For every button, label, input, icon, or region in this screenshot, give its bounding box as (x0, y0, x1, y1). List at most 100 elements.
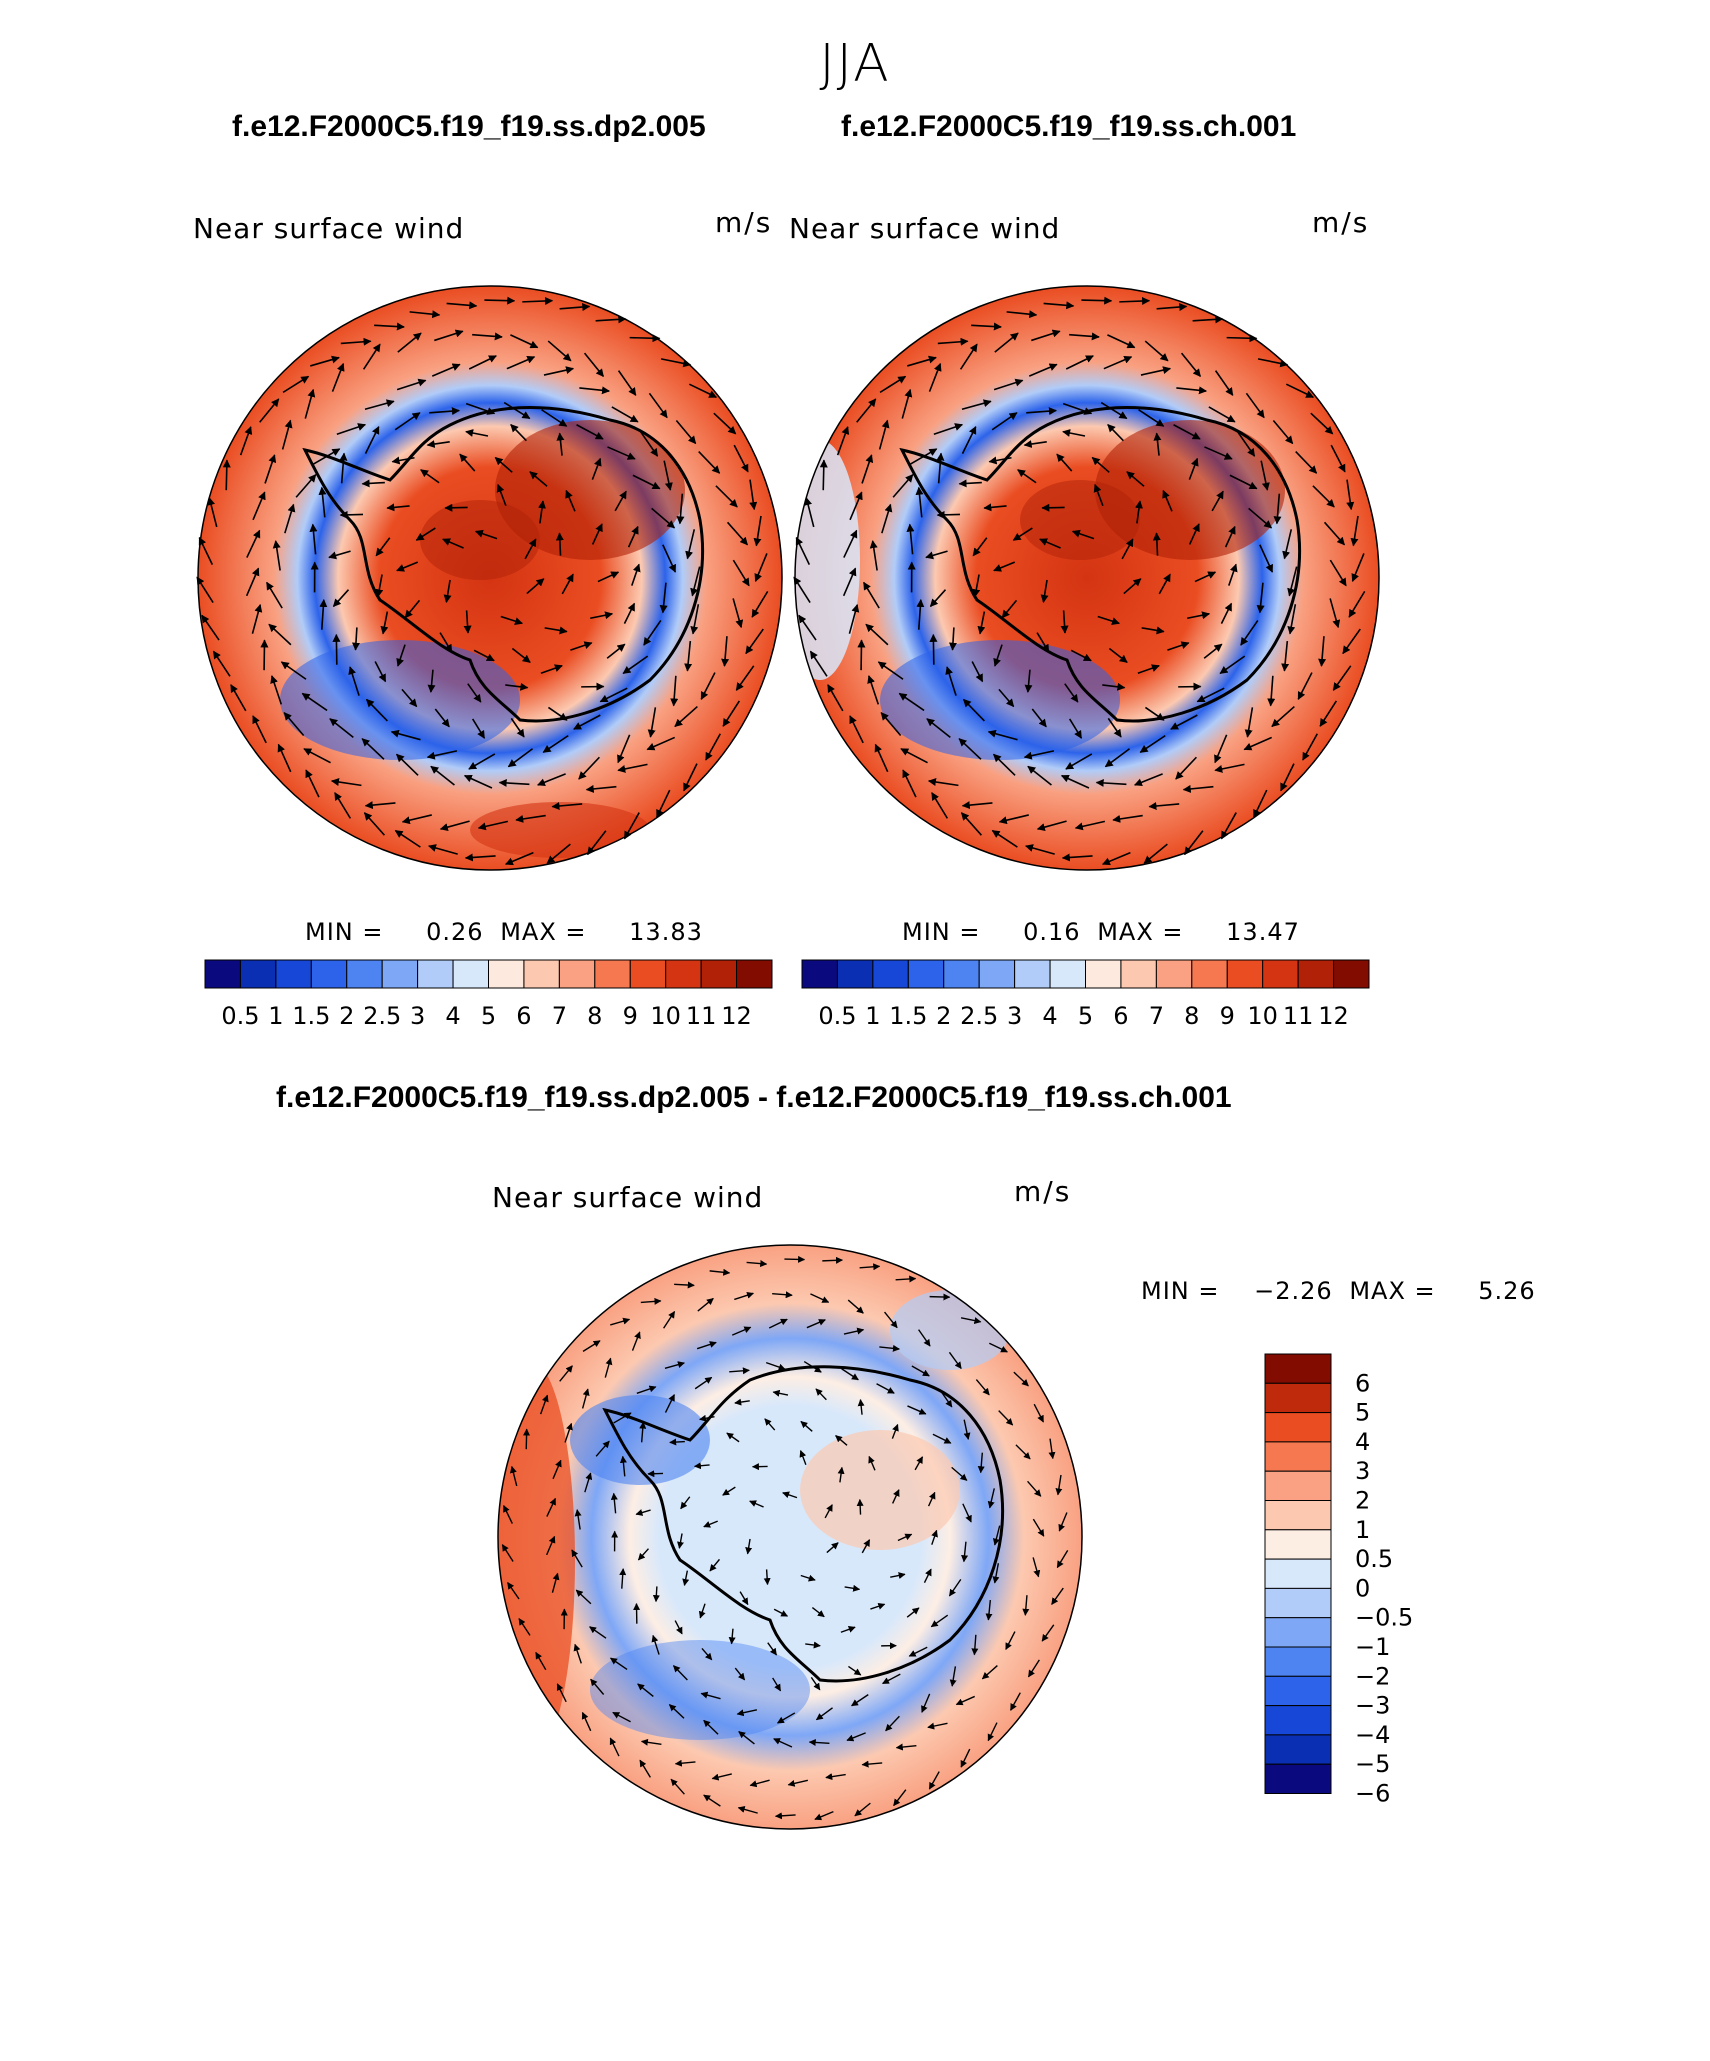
wind-vector (861, 1539, 871, 1554)
wind-vector (751, 590, 769, 618)
wind-vector (1027, 1659, 1040, 1678)
wind-vector (1228, 563, 1238, 586)
wind-vector (721, 636, 730, 667)
wind-vector (647, 707, 657, 738)
wind-vector (815, 1707, 833, 1721)
wind-vector (962, 698, 985, 722)
wind-vector (753, 515, 762, 547)
wind-vector (1028, 363, 1058, 377)
colorbar-right: 0.5 1 1.5 2 2.5 3 4 5 6 7 8 9 10 11 12 (801, 959, 1370, 1030)
wind-vector (1220, 812, 1237, 840)
wind-vector (998, 1410, 1014, 1426)
wind-vector (1348, 590, 1366, 618)
colorbar-swatch (1120, 959, 1157, 989)
wind-vector (810, 1676, 821, 1691)
wind-vector (1139, 734, 1166, 753)
wind-vector (212, 650, 231, 677)
colorbar-swatch (1014, 959, 1051, 989)
wind-vector (854, 1802, 871, 1817)
wind-vector (927, 1722, 948, 1730)
colorbar-swatch (1264, 1529, 1332, 1560)
wind-vector (1121, 538, 1134, 560)
wind-vector (884, 1311, 898, 1329)
wind-vector (948, 627, 957, 651)
colorbar-tick-label: 10 (650, 1002, 681, 1030)
wind-vector (1056, 453, 1073, 472)
wind-vector (1350, 515, 1359, 547)
wind-vector (688, 383, 718, 398)
wind-vector (498, 778, 530, 787)
wind-vector (640, 1738, 662, 1746)
wind-vector (304, 388, 316, 419)
wind-vector (571, 1549, 583, 1568)
wind-vector (772, 1389, 789, 1397)
colorbar-tick-label: 7 (1149, 1002, 1164, 1030)
wind-vector (697, 1297, 714, 1312)
wind-vector (507, 1582, 520, 1600)
wind-vector (374, 661, 387, 683)
wind-vector (334, 792, 352, 819)
wind-vector (908, 1646, 928, 1657)
wind-vector (361, 738, 385, 760)
wind-vector (551, 801, 583, 810)
wind-vector (559, 1365, 573, 1382)
wind-vector (239, 426, 253, 456)
wind-vector (928, 1771, 940, 1790)
wind-vector (915, 486, 924, 518)
wind-vector (861, 1760, 883, 1768)
wind-vector (931, 792, 949, 819)
wind-vector (468, 753, 496, 770)
wind-vector (1167, 641, 1190, 651)
max-value: 13.47 (1226, 918, 1300, 946)
wind-vector (898, 692, 925, 712)
wind-vector (793, 576, 811, 603)
wind-vector (726, 521, 749, 546)
wind-vector (1032, 1518, 1045, 1537)
wind-vector (1229, 474, 1258, 490)
wind-vector (544, 626, 568, 635)
wind-vector (439, 632, 453, 653)
wind-vector (948, 1579, 962, 1597)
colorbar-swatch (836, 959, 874, 989)
wind-vector (1095, 778, 1127, 787)
wind-vector (280, 661, 307, 680)
wind-vector (867, 675, 880, 705)
wind-vector (703, 1719, 719, 1735)
colorbar-tick-label: 0.5 (1355, 1545, 1393, 1573)
wind-vector (573, 714, 601, 730)
wind-vector (648, 392, 668, 419)
wind-vector (713, 412, 737, 435)
wind-vector (674, 705, 698, 728)
colorbar-swatch (978, 959, 1016, 989)
colorbar-swatch (943, 959, 980, 989)
colorbar-tick-label: 1 (1355, 1516, 1370, 1544)
wind-vector (825, 1773, 846, 1781)
wind-vector (874, 743, 889, 773)
wind-vector (1273, 493, 1282, 525)
wind-vector (252, 715, 267, 744)
wind-vector (459, 453, 476, 472)
wind-vector (494, 456, 513, 473)
wind-vector (640, 1297, 662, 1305)
wind-vector (1260, 460, 1270, 491)
wind-vector (546, 1497, 557, 1517)
colorbar-tick-label: 4 (445, 1002, 460, 1030)
wind-vector (1036, 820, 1067, 832)
wind-vector (1214, 370, 1234, 396)
wind-vector (1259, 544, 1274, 573)
wind-vector (330, 778, 362, 787)
colorbar-tick-label: 9 (623, 1002, 638, 1030)
wind-vector (827, 684, 844, 712)
wind-vector (814, 1810, 834, 1821)
wind-vector (474, 529, 498, 540)
wind-vector (754, 553, 768, 582)
wind-vector (612, 1711, 631, 1723)
wind-vector (556, 1683, 567, 1703)
wind-vector (882, 1673, 901, 1685)
wind-vector (879, 1344, 900, 1352)
wind-vector (431, 363, 461, 377)
wind-vector (1039, 538, 1061, 549)
wind-vector (1061, 853, 1093, 862)
wind-vector (772, 1291, 793, 1299)
wind-vector (1100, 401, 1128, 420)
